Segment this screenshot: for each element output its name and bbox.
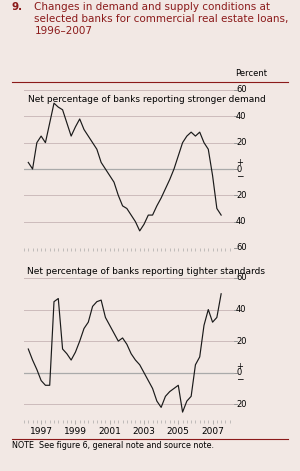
Text: NOTE  See figure 6, general note and source note.: NOTE See figure 6, general note and sour… <box>12 441 214 450</box>
Text: 20: 20 <box>236 138 247 147</box>
Text: 20: 20 <box>236 400 247 409</box>
Text: 40: 40 <box>236 112 247 121</box>
Text: +: + <box>236 158 243 167</box>
Text: −: − <box>236 374 244 383</box>
Text: 0: 0 <box>236 164 241 173</box>
Text: Net percentage of banks reporting stronger demand: Net percentage of banks reporting strong… <box>28 95 266 104</box>
Text: Changes in demand and supply conditions at
selected banks for commercial real es: Changes in demand and supply conditions … <box>34 2 289 35</box>
Text: 60: 60 <box>236 86 247 95</box>
Text: Net percentage of banks reporting tighter standards: Net percentage of banks reporting tighte… <box>27 267 265 276</box>
Text: −: − <box>236 171 244 180</box>
Text: 60: 60 <box>236 244 247 252</box>
Text: 0: 0 <box>236 368 241 377</box>
Text: Percent: Percent <box>236 69 268 78</box>
Text: 40: 40 <box>236 217 247 226</box>
Text: +: + <box>236 362 243 371</box>
Text: 60: 60 <box>236 274 247 283</box>
Text: 40: 40 <box>236 305 247 314</box>
Text: 20: 20 <box>236 337 247 346</box>
Text: 20: 20 <box>236 191 247 200</box>
Text: 9.: 9. <box>12 2 23 12</box>
